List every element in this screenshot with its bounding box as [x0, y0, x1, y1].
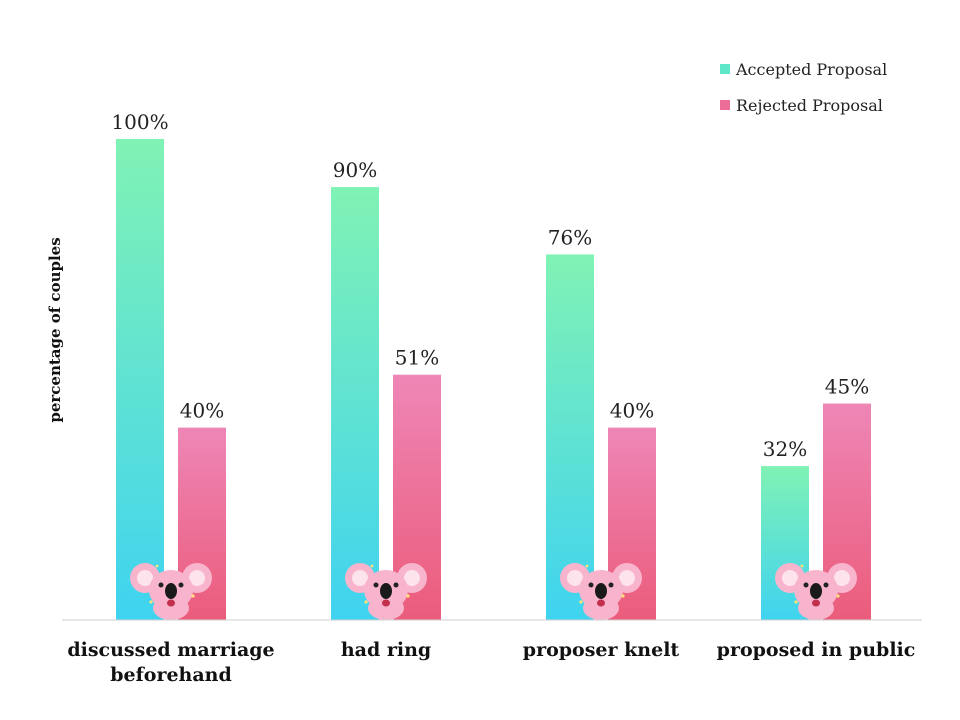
category-label-1: beforehand	[110, 664, 232, 686]
data-label-rejected-1: 40%	[180, 399, 224, 423]
bar-accepted-2	[331, 187, 379, 620]
legend-item-accepted: Accepted Proposal	[720, 58, 887, 80]
data-label-accepted-1: 100%	[111, 110, 168, 134]
data-label-rejected-3: 40%	[610, 399, 654, 423]
category-label-2: had ring	[341, 639, 431, 661]
legend-item-rejected: Rejected Proposal	[720, 94, 887, 116]
category-label-3: proposer knelt	[523, 639, 680, 661]
bar-accepted-3	[546, 254, 594, 620]
data-label-rejected-2: 51%	[395, 346, 439, 370]
koala-icon	[130, 563, 212, 620]
category-label-4: proposed in public	[717, 639, 916, 661]
data-label-accepted-3: 76%	[548, 225, 592, 249]
data-label-rejected-4: 45%	[825, 375, 869, 399]
koala-icon	[345, 563, 427, 620]
legend: Accepted Proposal Rejected Proposal	[720, 58, 887, 130]
legend-swatch-accepted	[720, 64, 730, 74]
data-label-accepted-4: 32%	[763, 437, 807, 461]
koala-icon	[560, 563, 642, 620]
legend-swatch-rejected	[720, 100, 730, 110]
legend-label-accepted: Accepted Proposal	[736, 59, 888, 79]
legend-label-rejected: Rejected Proposal	[736, 95, 883, 115]
category-label-1: discussed marriage	[67, 639, 274, 661]
koala-icon	[775, 563, 857, 620]
y-axis-label: percentage of couples	[46, 237, 64, 423]
data-label-accepted-2: 90%	[333, 158, 377, 182]
bar-accepted-1	[116, 139, 164, 620]
